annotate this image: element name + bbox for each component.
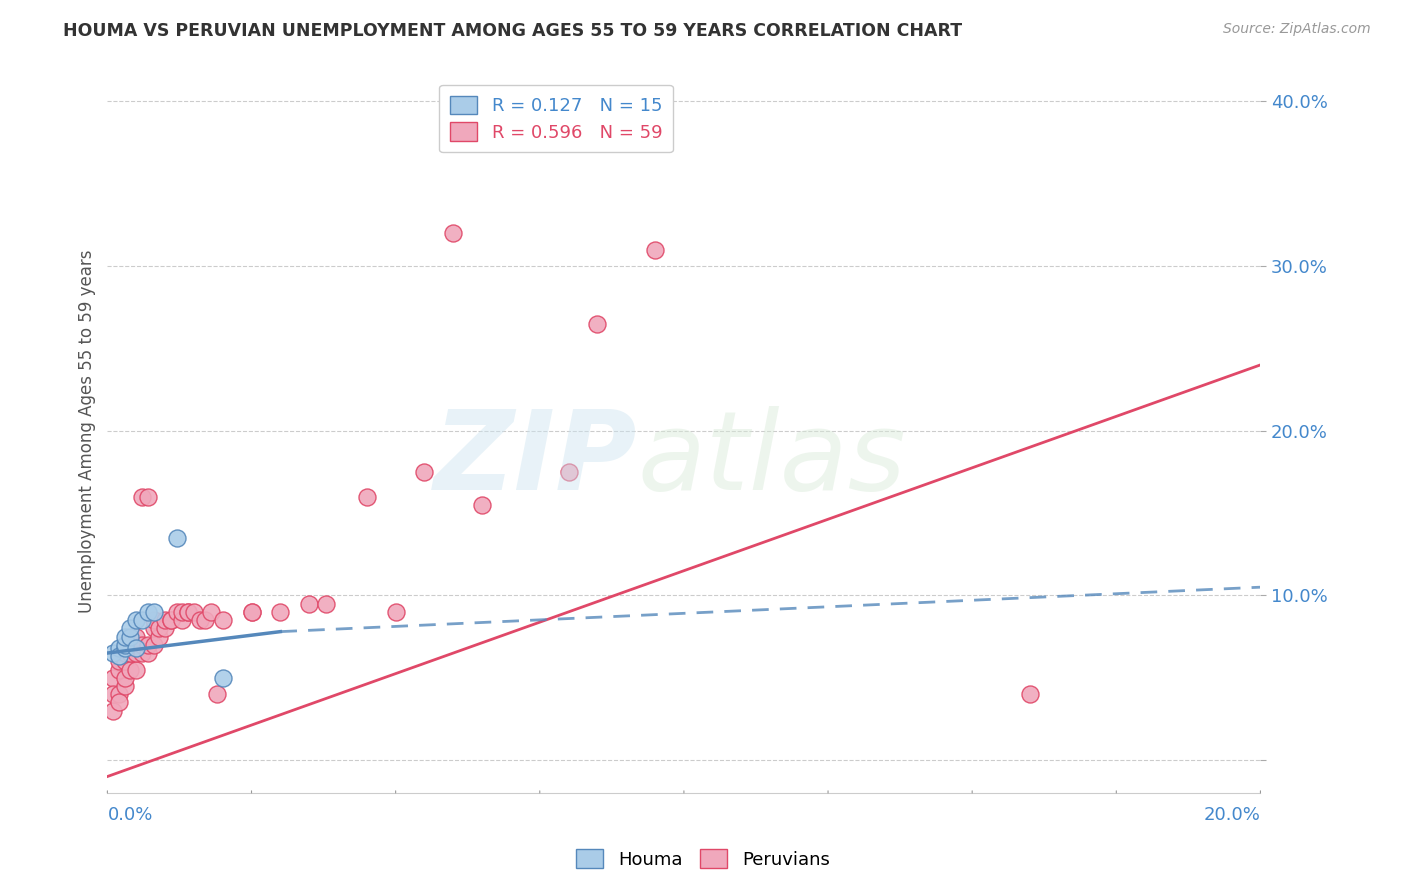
Point (188, 613, 211, 627)
Point (108, 695, 131, 709)
Point (205, 687, 228, 701)
Point (142, 621, 165, 635)
Point (101, 704, 124, 718)
Point (200, 605, 222, 619)
Point (131, 490, 153, 504)
Point (153, 621, 176, 635)
Point (211, 671, 233, 685)
Text: 0.0%: 0.0% (107, 806, 153, 824)
Point (194, 613, 217, 627)
Point (172, 613, 194, 627)
Y-axis label: Unemployment Among Ages 55 to 59 years: Unemployment Among Ages 55 to 59 years (79, 249, 96, 613)
Point (125, 630, 148, 644)
Point (142, 638, 165, 652)
Point (120, 621, 142, 635)
Point (114, 654, 136, 668)
Point (166, 605, 188, 619)
Text: Source: ZipAtlas.com: Source: ZipAtlas.com (1223, 22, 1371, 37)
Point (131, 646, 153, 660)
Point (101, 687, 124, 701)
Point (240, 605, 263, 619)
Point (136, 490, 159, 504)
Point (101, 646, 124, 660)
Point (108, 687, 131, 701)
Point (384, 605, 406, 619)
Point (125, 646, 148, 660)
Point (114, 641, 136, 656)
Point (183, 605, 205, 619)
Point (413, 465, 436, 479)
Point (125, 663, 148, 677)
Point (148, 630, 170, 644)
Point (172, 605, 194, 619)
Point (153, 613, 176, 627)
Point (101, 671, 124, 685)
Point (269, 605, 291, 619)
Point (586, 317, 609, 331)
Point (120, 638, 142, 652)
Point (177, 605, 200, 619)
Text: HOUMA VS PERUVIAN UNEMPLOYMENT AMONG AGES 55 TO 59 YEARS CORRELATION CHART: HOUMA VS PERUVIAN UNEMPLOYMENT AMONG AGE… (63, 22, 962, 40)
Point (114, 679, 136, 693)
Point (120, 646, 142, 660)
Point (114, 646, 136, 660)
Point (159, 613, 181, 627)
Point (108, 641, 131, 656)
Point (159, 613, 181, 627)
Legend: Houma, Peruvians: Houma, Peruvians (569, 842, 837, 876)
Point (557, 465, 579, 479)
Point (114, 630, 136, 644)
Point (131, 613, 153, 627)
Point (1018, 687, 1040, 701)
Point (125, 638, 148, 652)
Point (177, 605, 200, 619)
Text: 20.0%: 20.0% (1204, 806, 1260, 824)
Point (471, 498, 494, 512)
Point (211, 613, 233, 627)
Point (108, 649, 131, 664)
Legend: R = 0.127   N = 15, R = 0.596   N = 59: R = 0.127 N = 15, R = 0.596 N = 59 (439, 85, 673, 153)
Point (114, 638, 136, 652)
Point (136, 638, 159, 652)
Point (644, 243, 666, 257)
Point (114, 671, 136, 685)
Point (125, 613, 148, 627)
Point (240, 605, 263, 619)
Point (120, 663, 142, 677)
Text: ZIP: ZIP (434, 406, 638, 513)
Point (142, 605, 165, 619)
Point (131, 638, 153, 652)
Point (136, 646, 159, 660)
Point (120, 630, 142, 644)
Text: atlas: atlas (638, 406, 907, 513)
Point (166, 531, 188, 545)
Point (315, 597, 337, 611)
Point (441, 226, 464, 240)
Point (142, 613, 165, 627)
Point (356, 490, 378, 504)
Point (136, 605, 159, 619)
Point (298, 597, 321, 611)
Point (108, 663, 131, 677)
Point (148, 621, 170, 635)
Point (108, 654, 131, 668)
Point (125, 641, 148, 656)
